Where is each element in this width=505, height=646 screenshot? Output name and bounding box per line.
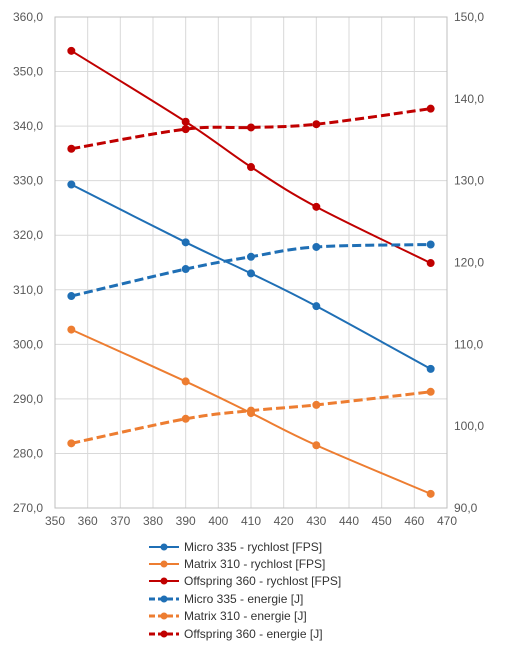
x-tick-label: 380 [143, 514, 163, 528]
legend-swatch [149, 612, 179, 620]
x-tick-label: 430 [306, 514, 326, 528]
data-point-0 [426, 364, 435, 373]
x-tick-label: 350 [45, 514, 65, 528]
legend-label: Matrix 310 - rychlost [FPS] [184, 557, 326, 572]
y-tick-label: 300,0 [13, 337, 43, 351]
data-point-0 [312, 302, 321, 311]
legend-swatch [149, 595, 179, 603]
data-point-4 [67, 439, 76, 448]
data-point-5 [247, 123, 255, 132]
data-point-2 [67, 46, 76, 55]
data-point-0 [181, 238, 190, 247]
legend-swatch-marker [160, 560, 168, 568]
series-line-5 [71, 107, 431, 151]
legend-item: Matrix 310 - rychlost [FPS] [148, 555, 408, 572]
legend-label: Micro 335 - rychlost [FPS] [184, 539, 323, 554]
legend-swatch-marker [160, 543, 168, 551]
legend-label: Offspring 360 - energie [J] [184, 626, 323, 641]
x-tick-label: 370 [110, 514, 130, 528]
data-point-3 [312, 242, 321, 251]
data-point-4 [426, 387, 435, 396]
y2-tick-label: 120,0 [454, 256, 484, 270]
data-point-2 [247, 163, 255, 172]
y-tick-label: 330,0 [13, 174, 43, 188]
y2-tick-label: 150,0 [454, 10, 484, 24]
legend-swatch-marker [160, 577, 168, 585]
y2-tick-label: 140,0 [454, 92, 484, 106]
y2-tick-label: 90,0 [454, 501, 478, 515]
legend: Micro 335 - rychlost [FPS] Matrix 310 - r… [148, 538, 408, 642]
plot-area-border [54, 16, 448, 509]
legend-item: Micro 335 - rychlost [FPS] [148, 538, 408, 555]
x-tick-label: 400 [208, 514, 228, 528]
data-point-4 [312, 400, 321, 409]
legend-item: Matrix 310 - energie [J] [148, 608, 408, 625]
x-tick-label: 390 [176, 514, 196, 528]
x-tick-label: 360 [78, 514, 98, 528]
legend-item: Offspring 360 - energie [J] [148, 625, 408, 642]
y-tick-label: 270,0 [13, 501, 43, 515]
legend-label: Offspring 360 - rychlost [FPS] [184, 574, 342, 589]
legend-swatch-marker [160, 630, 168, 638]
data-point-1 [312, 441, 321, 450]
data-point-2 [181, 117, 190, 126]
data-point-1 [67, 325, 76, 334]
data-point-1 [426, 489, 435, 498]
data-point-4 [181, 414, 190, 423]
y-tick-label: 360,0 [13, 10, 43, 24]
data-point-3 [67, 292, 76, 301]
data-point-5 [426, 104, 435, 113]
x-tick-label: 410 [241, 514, 261, 528]
y-tick-label: 350,0 [13, 65, 43, 79]
y-tick-label: 340,0 [13, 119, 43, 133]
x-tick-label: 470 [437, 514, 457, 528]
data-point-5 [181, 125, 190, 134]
legend-label: Micro 335 - energie [J] [184, 591, 304, 606]
y-tick-label: 310,0 [13, 283, 43, 297]
y-tick-label: 320,0 [13, 228, 43, 242]
legend-swatch [149, 560, 179, 568]
data-point-3 [247, 252, 255, 261]
data-point-1 [181, 377, 190, 386]
legend-item: Offspring 360 - rychlost [FPS] [148, 573, 408, 590]
x-tick-label: 460 [404, 514, 424, 528]
y2-tick-label: 110,0 [454, 337, 483, 351]
data-point-0 [67, 180, 76, 189]
data-point-0 [247, 269, 255, 278]
y-tick-label: 280,0 [13, 446, 43, 460]
data-point-5 [312, 120, 321, 129]
legend-swatch [149, 577, 179, 585]
data-point-3 [181, 265, 190, 274]
x-tick-label: 440 [339, 514, 359, 528]
y2-tick-label: 100,0 [454, 419, 484, 433]
y-tick-label: 290,0 [13, 392, 43, 406]
data-point-2 [426, 259, 435, 268]
legend-swatch [149, 543, 179, 551]
legend-swatch-marker [160, 595, 168, 603]
x-tick-label: 450 [372, 514, 392, 528]
data-point-4 [247, 406, 255, 415]
legend-swatch-marker [160, 612, 168, 620]
data-point-5 [67, 144, 76, 153]
x-tick-label: 420 [274, 514, 294, 528]
data-point-3 [426, 240, 435, 249]
y2-tick-label: 130,0 [454, 174, 484, 188]
legend-item: Micro 335 - energie [J] [148, 590, 408, 607]
legend-swatch [149, 630, 179, 638]
data-point-2 [312, 202, 321, 211]
line-chart-plot: 270,0 280,0 290,0 300,0 310,0 320,0 330,0 340,0… [13, 10, 484, 528]
legend-label: Matrix 310 - energie [J] [184, 609, 307, 624]
